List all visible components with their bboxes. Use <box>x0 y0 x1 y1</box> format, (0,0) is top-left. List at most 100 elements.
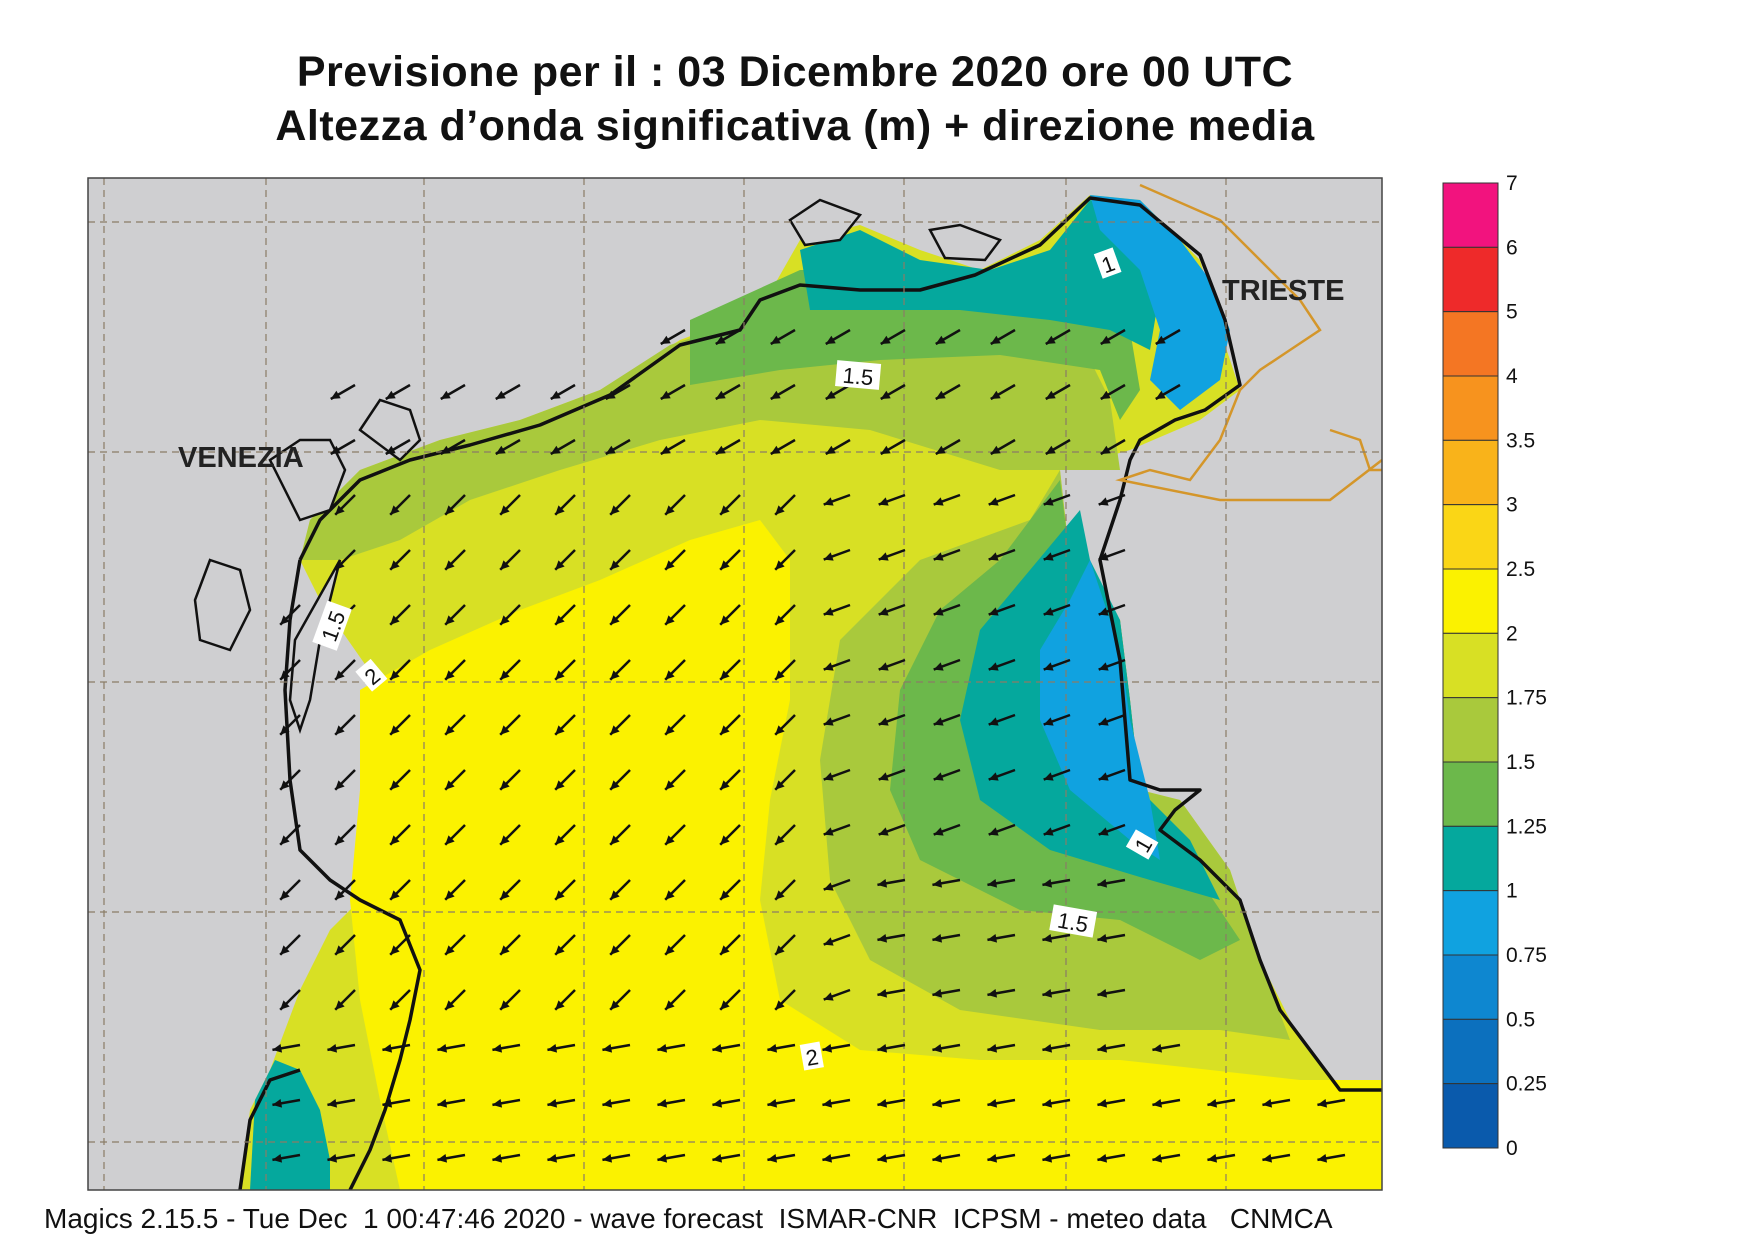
legend-color-box <box>1442 246 1499 313</box>
wave-arrow-head <box>1097 989 1108 998</box>
wave-arrow-head <box>987 1044 998 1053</box>
wave-arrow-head <box>385 390 396 399</box>
wave-arrow-head <box>555 1000 565 1010</box>
wave-arrow-head <box>1043 552 1054 561</box>
sea-band-yellow <box>350 520 1382 1190</box>
legend-tick-label: 5 <box>1506 301 1518 324</box>
sea-band-teal <box>800 200 1160 350</box>
legend-color-box <box>1442 761 1499 827</box>
wave-arrow-head <box>335 890 345 900</box>
wave-arrow-head <box>823 552 834 561</box>
wave-arrow-head <box>555 670 565 680</box>
wave-arrow-head <box>550 445 561 454</box>
wave-arrow-head <box>770 390 781 399</box>
wave-arrow-head <box>825 335 836 344</box>
wave-arrow-head <box>1097 1099 1108 1108</box>
wave-arrow-head <box>665 945 675 955</box>
wave-arrow-head <box>1098 497 1109 506</box>
wave-arrow-head <box>280 670 290 680</box>
wave-arrow-head <box>1043 827 1054 836</box>
wave-arrow-head <box>1097 879 1108 888</box>
wave-arrow-head <box>335 835 345 845</box>
wave-arrow-head <box>878 772 889 781</box>
wave-arrow-head <box>1207 1154 1218 1163</box>
wave-arrow-head <box>880 390 891 399</box>
legend-color-box <box>1442 439 1499 506</box>
wave-arrow-head <box>1155 390 1166 399</box>
wave-arrow-head <box>610 725 620 735</box>
color-legend: 7 6 5 4 3.5 3 2.5 2 1.75 1.5 1.25 1 0.75 0.5 0.25 0 <box>1442 172 1547 1160</box>
wave-arrow-head <box>932 934 943 943</box>
wave-arrow-head <box>382 1099 393 1108</box>
wave-arrow-head <box>1098 607 1109 616</box>
wave-arrow-head <box>500 505 510 515</box>
wave-arrow-head <box>660 390 671 399</box>
wave-arrow-head <box>767 1044 778 1053</box>
wave-arrow-head <box>330 445 341 454</box>
wave-arrow-head <box>440 390 451 399</box>
wave-arrow-head <box>665 725 675 735</box>
legend-color-box <box>1442 1083 1499 1149</box>
wave-arrow-head <box>823 992 834 1001</box>
legend-tick-label: 2 <box>1506 622 1518 645</box>
wave-arrow-head <box>878 662 889 671</box>
wave-arrow-head <box>775 1000 785 1010</box>
wave-arrow-head <box>335 670 345 680</box>
wave-arrow-head <box>327 1154 338 1163</box>
wave-arrow-head <box>335 1000 345 1010</box>
legend-tick-label: 1.25 <box>1506 815 1547 838</box>
wave-arrow-head <box>665 505 675 515</box>
wave-arrow-head <box>547 1099 558 1108</box>
wave-arrow-head <box>775 945 785 955</box>
wave-arrow-head <box>390 725 400 735</box>
wave-arrow-head <box>720 890 730 900</box>
wave-arrow-head <box>390 615 400 625</box>
title-line-2: Altezza d’onda significativa (m) + direz… <box>275 102 1315 150</box>
legend-color-box <box>1442 311 1499 377</box>
legend-tick-label: 2.5 <box>1506 558 1535 581</box>
legend-tick-label: 1.75 <box>1506 687 1547 710</box>
wave-arrow-head <box>822 1154 833 1163</box>
wave-arrow-head <box>390 560 400 570</box>
wave-arrow-head <box>440 445 451 454</box>
wave-arrow-head <box>933 497 944 506</box>
wave-arrow-head <box>933 717 944 726</box>
wave-arrow-head <box>445 725 455 735</box>
wave-arrow-head <box>878 827 889 836</box>
wave-arrow-head <box>555 560 565 570</box>
wave-arrow-head <box>720 725 730 735</box>
wave-arrow-head <box>605 445 616 454</box>
wave-arrow-head <box>822 1044 833 1053</box>
wave-arrow-head <box>987 934 998 943</box>
wave-arrow-head <box>1043 662 1054 671</box>
wave-arrow-head <box>555 725 565 735</box>
wave-arrow-head <box>390 835 400 845</box>
wave-arrow-head <box>555 890 565 900</box>
wave-arrow-head <box>390 1000 400 1010</box>
wave-arrow-head <box>1100 445 1111 454</box>
wave-arrow-head <box>720 835 730 845</box>
wave-arrow-head <box>1042 1154 1053 1163</box>
map-frame <box>87 177 1383 1191</box>
wave-arrow-head <box>720 560 730 570</box>
wave-arrow-head <box>775 505 785 515</box>
wave-arrow-head <box>445 890 455 900</box>
legend-color-box <box>1442 632 1499 699</box>
wave-arrow-head <box>990 335 1001 344</box>
sea-patch-teal-sw <box>250 1060 330 1190</box>
wave-arrow-head <box>1043 497 1054 506</box>
wave-arrow-head <box>823 607 834 616</box>
wave-arrow-head <box>823 662 834 671</box>
wave-arrow-head <box>610 890 620 900</box>
wave-arrow-head <box>1207 1099 1218 1108</box>
wave-arrow-head <box>1098 552 1109 561</box>
wave-arrow-head <box>1152 1044 1163 1053</box>
wave-arrow-head <box>822 1099 833 1108</box>
wave-arrow-head <box>720 780 730 790</box>
wave-arrow-head <box>988 827 999 836</box>
legend-tick-label: 3 <box>1506 494 1518 517</box>
wave-arrow-head <box>390 890 400 900</box>
wave-arrow-head <box>280 945 290 955</box>
wave-arrow-head <box>1045 390 1056 399</box>
wave-arrow-head <box>935 390 946 399</box>
